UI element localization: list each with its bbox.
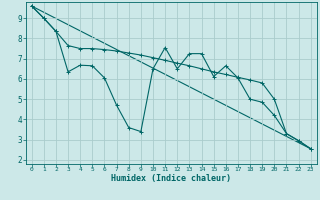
X-axis label: Humidex (Indice chaleur): Humidex (Indice chaleur)	[111, 174, 231, 183]
